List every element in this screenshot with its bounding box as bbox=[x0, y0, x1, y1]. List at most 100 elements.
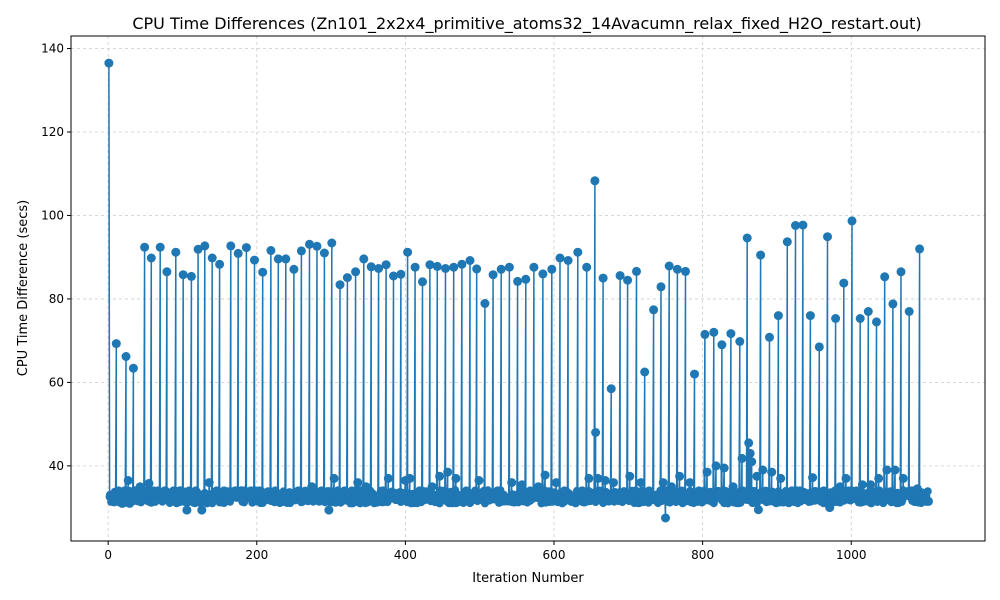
data-point bbox=[888, 299, 898, 309]
data-point bbox=[162, 267, 172, 277]
data-point bbox=[573, 247, 583, 257]
data-point bbox=[690, 369, 699, 379]
data-point bbox=[233, 248, 243, 258]
data-point bbox=[634, 490, 644, 500]
data-point bbox=[507, 478, 517, 488]
data-point bbox=[529, 262, 539, 272]
y-axis: 40 60 80 100 120 140 bbox=[41, 42, 71, 473]
data-point bbox=[542, 490, 552, 500]
y-tick-label: 80 bbox=[49, 292, 64, 306]
data-point bbox=[465, 256, 475, 265]
y-tick-label: 40 bbox=[49, 459, 64, 473]
data-point bbox=[197, 505, 207, 515]
data-point bbox=[301, 494, 311, 504]
data-point bbox=[178, 270, 188, 280]
data-point bbox=[591, 428, 601, 437]
data-point bbox=[675, 471, 685, 481]
data-point bbox=[501, 494, 511, 504]
data-point bbox=[904, 307, 914, 316]
data-point bbox=[748, 490, 758, 500]
x-axis-label: Iteration Number bbox=[472, 571, 584, 586]
data-point bbox=[398, 490, 408, 500]
chart-title: CPU Time Differences (Zn101_2x2x4_primit… bbox=[132, 14, 921, 34]
data-point bbox=[193, 244, 203, 254]
data-point bbox=[737, 453, 747, 463]
data-point bbox=[632, 266, 641, 276]
data-point bbox=[683, 490, 693, 500]
x-tick-label: 600 bbox=[543, 548, 566, 562]
data-point bbox=[215, 259, 225, 269]
data-point bbox=[517, 480, 527, 490]
data-point bbox=[351, 267, 361, 277]
data-point bbox=[611, 490, 621, 500]
data-point bbox=[496, 264, 506, 274]
data-point bbox=[563, 256, 573, 265]
data-point bbox=[335, 280, 345, 290]
data-point bbox=[117, 498, 127, 508]
data-point bbox=[568, 494, 578, 504]
data-point bbox=[773, 311, 783, 321]
data-point bbox=[549, 490, 559, 500]
data-point bbox=[851, 486, 861, 496]
data-point bbox=[329, 473, 339, 483]
data-point bbox=[866, 480, 876, 490]
data-point bbox=[353, 478, 363, 488]
data-point bbox=[798, 220, 808, 230]
data-point bbox=[890, 465, 900, 475]
data-point bbox=[685, 478, 695, 488]
data-point bbox=[694, 486, 704, 496]
data-point bbox=[791, 221, 800, 230]
y-tick-label: 140 bbox=[41, 42, 64, 56]
grid-lines bbox=[71, 36, 985, 541]
data-point bbox=[636, 478, 646, 488]
data-point bbox=[915, 244, 925, 254]
data-point bbox=[664, 261, 674, 271]
data-point bbox=[868, 490, 878, 500]
data-point bbox=[296, 246, 306, 256]
data-point bbox=[742, 233, 752, 243]
data-point bbox=[776, 473, 786, 483]
data-point bbox=[150, 496, 160, 506]
data-point bbox=[590, 176, 600, 186]
data-point bbox=[745, 448, 755, 458]
data-point bbox=[359, 254, 369, 264]
data-point bbox=[814, 342, 824, 352]
data-point bbox=[396, 269, 406, 279]
data-point bbox=[305, 239, 314, 249]
data-point bbox=[474, 476, 484, 485]
data-point bbox=[266, 246, 276, 255]
data-point bbox=[307, 482, 317, 492]
data-point bbox=[819, 486, 829, 496]
x-tick-label: 800 bbox=[691, 548, 714, 562]
data-point bbox=[547, 264, 557, 274]
data-point bbox=[649, 305, 659, 315]
data-point bbox=[872, 317, 881, 327]
data-point bbox=[808, 473, 818, 483]
data-point bbox=[540, 470, 550, 480]
data-point bbox=[625, 471, 635, 481]
data-point bbox=[289, 264, 299, 274]
data-point bbox=[312, 241, 322, 251]
data-point bbox=[504, 262, 514, 272]
data-point bbox=[666, 482, 676, 492]
data-point bbox=[896, 267, 906, 277]
data-point bbox=[443, 467, 453, 477]
data-point bbox=[322, 490, 332, 500]
series-line bbox=[108, 63, 930, 519]
data-point bbox=[142, 486, 152, 496]
data-point bbox=[609, 478, 618, 488]
data-point bbox=[709, 327, 719, 337]
data-point bbox=[823, 232, 832, 242]
data-point bbox=[640, 367, 650, 377]
data-point bbox=[273, 254, 283, 264]
data-point bbox=[441, 264, 450, 273]
data-point bbox=[747, 457, 757, 467]
data-point bbox=[582, 262, 592, 272]
data-point bbox=[884, 490, 894, 500]
data-point bbox=[882, 465, 892, 475]
data-point bbox=[805, 311, 815, 321]
y-tick-label: 60 bbox=[49, 375, 64, 389]
y-axis-label: CPU Time Difference (secs) bbox=[16, 200, 31, 377]
data-point bbox=[104, 58, 114, 68]
